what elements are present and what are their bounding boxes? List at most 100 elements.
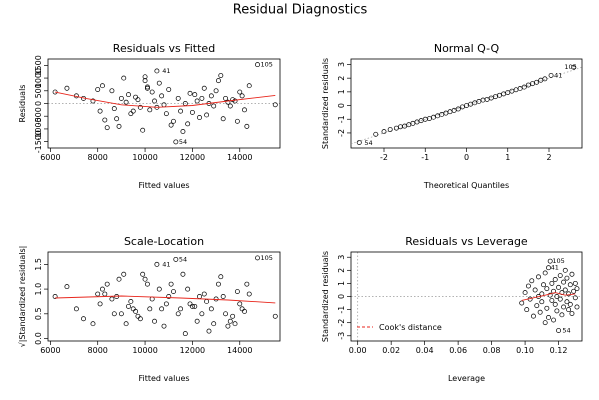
panel-scale-location-point bbox=[135, 313, 141, 319]
panel-scale-location-point bbox=[90, 321, 96, 327]
panel-normal-q-q-point bbox=[451, 107, 457, 113]
panel-residuals-vs-leverage-point bbox=[564, 299, 570, 305]
panel-residuals-vs-fitted-point bbox=[255, 62, 260, 68]
panel-scale-location-point bbox=[178, 306, 184, 312]
panel-residuals-vs-leverage-point bbox=[554, 308, 560, 314]
panel-scale-location-y-tick-label: 1.0 bbox=[34, 283, 43, 296]
panel-residuals-vs-leverage-point bbox=[539, 299, 545, 305]
panel-residuals-vs-fitted-point bbox=[149, 89, 155, 95]
panel-scale-location-point bbox=[194, 318, 200, 324]
panel-normal-q-q-point bbox=[521, 84, 527, 90]
panel-normal-q-q-point bbox=[459, 104, 465, 110]
panel-scale-location-point bbox=[73, 306, 79, 312]
panel-residuals-vs-fitted-point bbox=[215, 78, 221, 84]
panel-residuals-vs-fitted-point bbox=[204, 112, 210, 118]
panel-scale-location-point-label: 54 bbox=[179, 255, 187, 263]
panel-normal-q-q-x-tick-label: 0 bbox=[464, 153, 469, 162]
panel-residuals-vs-leverage-point-label: 105 bbox=[552, 257, 564, 265]
panel-residuals-vs-fitted-point bbox=[95, 87, 101, 92]
panel-residuals-vs-leverage-point bbox=[537, 309, 543, 315]
panel-scale-location-point bbox=[189, 303, 195, 309]
panel-scale-location-point bbox=[152, 318, 157, 324]
panel-scale-location: Scale-Location 6000 8000 10000 12000 14000 0.0… bbox=[18, 235, 281, 383]
panel-normal-q-q-y-tick-label: 0 bbox=[337, 103, 346, 108]
panel-residuals-vs-fitted-point bbox=[123, 99, 129, 105]
panel-scale-location-point bbox=[52, 294, 58, 299]
panel-residuals-vs-fitted-point bbox=[194, 98, 200, 104]
panel-scale-location-point bbox=[144, 281, 150, 287]
panel-scale-location-point bbox=[109, 296, 115, 302]
panel-scale-location-point bbox=[102, 291, 108, 297]
panel-residuals-vs-fitted-point bbox=[171, 118, 176, 124]
panel-residuals-vs-fitted-point bbox=[239, 93, 245, 99]
panel-normal-q-q-x-axis-label: Theoretical Quantiles bbox=[423, 181, 509, 190]
panel-scale-location-title: Scale-Location bbox=[124, 235, 204, 248]
panel-residuals-vs-leverage-point bbox=[556, 284, 562, 290]
panel-residuals-vs-fitted-point bbox=[147, 107, 153, 113]
panel-residuals-vs-fitted-point bbox=[220, 116, 226, 122]
panel-residuals-vs-fitted-y-axis-label: Residuals bbox=[18, 85, 27, 123]
panel-residuals-vs-fitted-point bbox=[223, 95, 229, 101]
panel-residuals-vs-leverage-point-label: 41 bbox=[551, 264, 559, 272]
panel-residuals-vs-leverage-point bbox=[556, 328, 562, 333]
panel-residuals-vs-fitted-point bbox=[225, 99, 231, 105]
panel-residuals-vs-fitted-point bbox=[109, 88, 115, 94]
panel-scale-location-smooth-line bbox=[55, 295, 276, 304]
panel-residuals-vs-leverage-point bbox=[571, 288, 577, 294]
panel-scale-location-point bbox=[166, 294, 172, 299]
panel-normal-q-q-x-tick-label: 1 bbox=[505, 153, 510, 162]
panel-scale-location-point bbox=[126, 303, 131, 309]
panel-residuals-vs-leverage-point bbox=[557, 273, 563, 279]
panel-scale-location-y-tick-label: 1.5 bbox=[34, 258, 43, 271]
panel-residuals-vs-leverage-title: Residuals vs Leverage bbox=[405, 235, 528, 248]
panel-normal-q-q-point-label: 105 bbox=[564, 63, 576, 71]
panel-residuals-vs-leverage-y-tick-label: 2 bbox=[337, 268, 346, 273]
panel-residuals-vs-leverage: Residuals vs Leverage 0.00 0.02 0.04 0.06 0.0… bbox=[321, 235, 583, 383]
panel-scale-location-point bbox=[182, 331, 188, 337]
panel-scale-location-point bbox=[154, 261, 160, 267]
panel-scale-location-point bbox=[225, 323, 231, 329]
panel-residuals-vs-leverage-point bbox=[522, 290, 528, 296]
panel-scale-location-point bbox=[185, 286, 191, 292]
panel-normal-q-q-y-tick-label: 1 bbox=[337, 89, 346, 94]
panel-normal-q-q-point bbox=[501, 91, 507, 97]
panel-residuals-vs-leverage-point bbox=[562, 267, 568, 273]
panel-scale-location-point bbox=[201, 291, 207, 297]
panel-normal-q-q-point bbox=[356, 140, 362, 145]
panel-normal-q-q-y-tick-label: -1 bbox=[337, 115, 346, 123]
panel-residuals-vs-fitted-y-tick-label: 500 bbox=[34, 83, 43, 98]
panel-residuals-vs-leverage-point bbox=[546, 314, 551, 320]
panel-residuals-vs-fitted-point bbox=[234, 118, 240, 124]
panel-scale-location-point bbox=[220, 294, 226, 299]
panel-normal-q-q-point bbox=[373, 131, 379, 137]
panel-normal-q-q-x-tick-label: 2 bbox=[546, 153, 551, 162]
panel-scale-location-point bbox=[180, 271, 186, 277]
panel-scale-location-point bbox=[255, 255, 260, 261]
panel-normal-q-q-point bbox=[381, 129, 387, 135]
panel-residuals-vs-fitted-point bbox=[227, 103, 233, 109]
panel-residuals-vs-fitted-point bbox=[199, 95, 205, 101]
panel-residuals-vs-fitted-x-tick-label: 12000 bbox=[180, 153, 205, 162]
panel-scale-location-point bbox=[173, 256, 179, 262]
panel-residuals-vs-leverage-point bbox=[532, 287, 538, 293]
panel-residuals-vs-leverage-point bbox=[566, 307, 572, 313]
panel-residuals-vs-fitted-point bbox=[272, 102, 278, 108]
panel-residuals-vs-fitted-point bbox=[126, 92, 131, 98]
panel-residuals-vs-leverage-point bbox=[567, 282, 573, 288]
panel-scale-location-point bbox=[140, 271, 146, 277]
panel-scale-location-point bbox=[206, 328, 212, 334]
panel-residuals-vs-fitted-point bbox=[102, 117, 108, 123]
panel-residuals-vs-fitted-point bbox=[133, 94, 139, 100]
panel-residuals-vs-fitted-point bbox=[230, 97, 236, 103]
panel-normal-q-q-point bbox=[439, 112, 445, 117]
panel-scale-location-point bbox=[64, 284, 70, 290]
panel-residuals-vs-leverage-point bbox=[534, 303, 540, 309]
panel-residuals-vs-fitted-point bbox=[159, 93, 165, 99]
panel-scale-location-x-axis-label: Fitted values bbox=[138, 374, 189, 383]
panel-residuals-vs-fitted-point bbox=[144, 84, 150, 90]
panel-residuals-vs-fitted-point bbox=[242, 107, 247, 113]
panel-residuals-vs-fitted-point bbox=[152, 98, 157, 104]
panel-normal-q-q-point bbox=[542, 76, 548, 82]
panel-scale-location-y-axis-label: √|Standardized residuals| bbox=[18, 246, 27, 348]
